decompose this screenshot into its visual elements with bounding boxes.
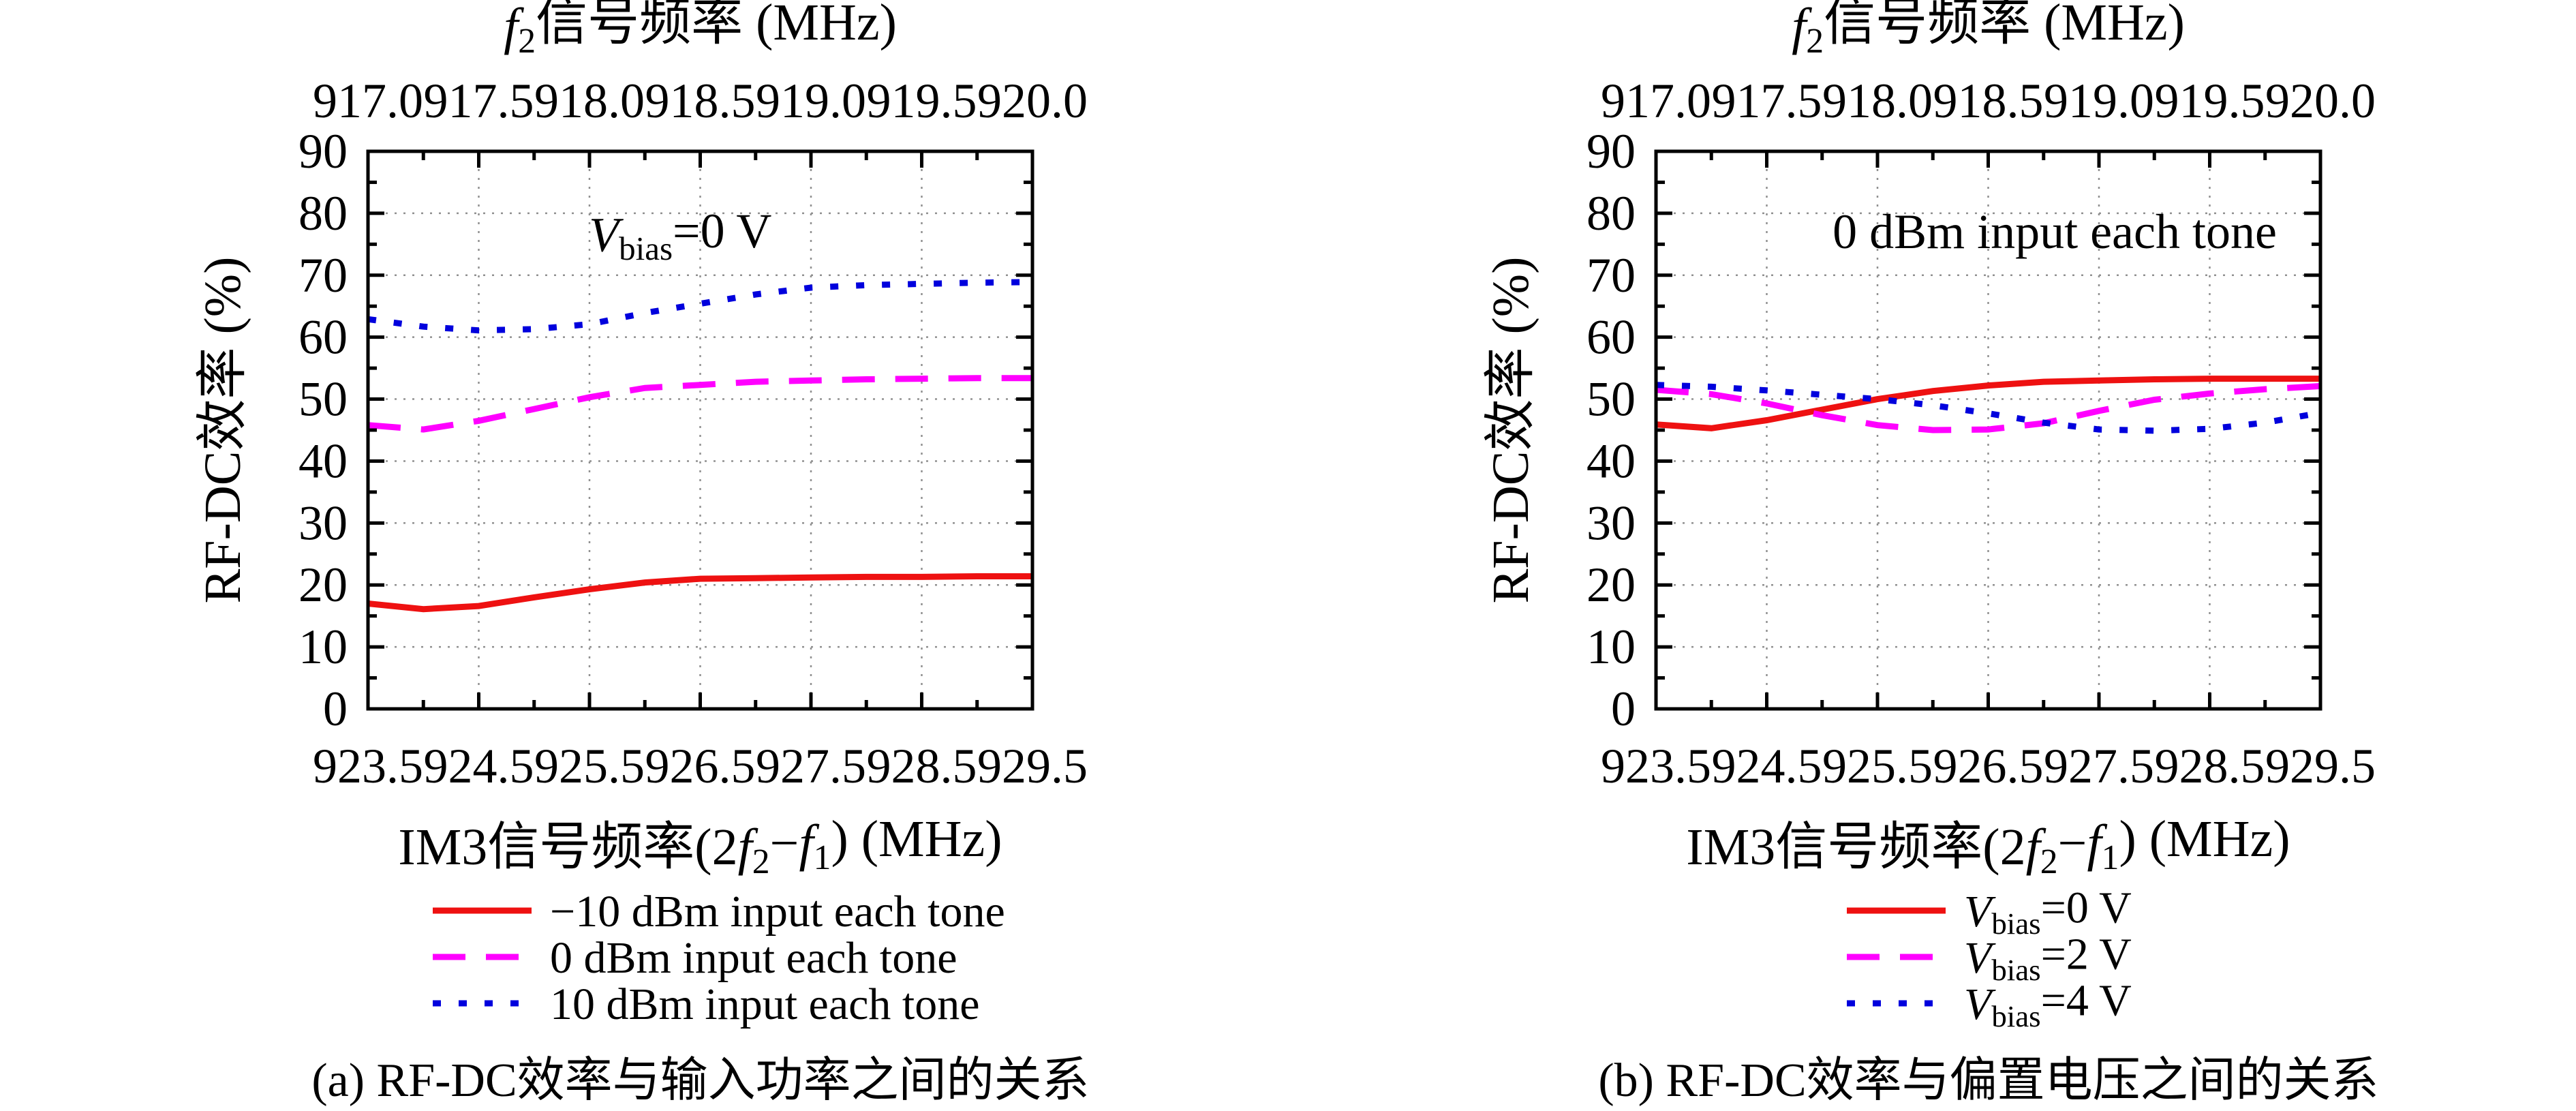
axis-ticks	[1654, 149, 2322, 711]
y-tick-label: 30	[1586, 496, 1636, 550]
y-tick-label: 60	[1586, 310, 1636, 365]
x-tick-label: 925.5	[534, 739, 645, 793]
x-tick-label: 923.5	[1601, 739, 1711, 793]
plot-annotation: 0 dBm input each tone	[1833, 204, 2277, 259]
x-tick-label: 926.5	[645, 739, 756, 793]
top-tick-label: 920.0	[977, 74, 1088, 128]
y-tick-label: 50	[298, 372, 348, 427]
y-tick-label: 40	[298, 433, 348, 488]
y-tick-label: 0	[1611, 682, 1636, 736]
y-tick-label: 60	[298, 310, 348, 365]
top-tick-label: 917.0	[1601, 74, 1711, 128]
y-tick-label: 70	[1586, 248, 1636, 303]
x-tick-label: 924.5	[424, 739, 534, 793]
y-tick-label: 30	[298, 496, 348, 550]
x-tick-label: 929.5	[2265, 739, 2376, 793]
y-tick-label: 90	[1586, 124, 1636, 179]
y-tick-label: 10	[298, 620, 348, 674]
series-line-2	[367, 279, 1033, 334]
y-tick-label: 10	[1586, 620, 1636, 674]
axis-ticks	[366, 149, 1034, 711]
y-tick-label: 90	[298, 124, 348, 179]
series-line-0	[1655, 376, 2320, 431]
x-tick-label: 927.5	[756, 739, 866, 793]
y-tick-label: 20	[298, 558, 348, 612]
legend-label-2: Vbias=4 V	[1964, 976, 2132, 1034]
top-tick-label: 918.5	[1933, 74, 2044, 128]
top-axis-title: f2信号频率 (MHz)	[504, 0, 897, 61]
x-axis-title: IM3信号频率(2f2−f1) (MHz)	[398, 810, 1002, 881]
top-tick-label: 918.0	[534, 74, 645, 128]
top-tick-label: 919.0	[756, 74, 866, 128]
y-tick-label: 0	[323, 682, 348, 736]
y-tick-label: 70	[298, 248, 348, 303]
x-tick-label: 924.5	[1712, 739, 1822, 793]
plot-annotation: Vbias=0 V	[589, 204, 771, 267]
y-tick-label: 80	[1586, 186, 1636, 241]
top-axis-title: f2信号频率 (MHz)	[1792, 0, 2185, 61]
top-tick-label: 918.5	[645, 74, 756, 128]
x-tick-label: 928.5	[867, 739, 977, 793]
chart-caption-b: (b) RF-DC效率与偏置电压之间的关系	[1598, 1054, 2378, 1107]
legend-label-2: 10 dBm input each tone	[550, 979, 980, 1029]
x-tick-label: 923.5	[313, 739, 423, 793]
x-axis-title: IM3信号频率(2f2−f1) (MHz)	[1686, 810, 2290, 881]
x-tick-label: 926.5	[1933, 739, 2044, 793]
top-tick-label: 919.5	[2155, 74, 2265, 128]
top-tick-label: 918.0	[1822, 74, 1933, 128]
y-axis-title: RF-DC效率 (%)	[194, 257, 251, 604]
top-tick-label: 919.5	[867, 74, 977, 128]
legend-label-1: 0 dBm input each tone	[550, 933, 957, 983]
x-tick-label: 925.5	[1822, 739, 1933, 793]
top-tick-label: 917.5	[1712, 74, 1822, 128]
x-tick-label: 928.5	[2155, 739, 2265, 793]
series-line-1	[367, 375, 1032, 433]
top-tick-label: 917.5	[424, 74, 534, 128]
top-tick-label: 920.0	[2265, 74, 2376, 128]
legend-label-0: −10 dBm input each tone	[550, 887, 1005, 937]
x-tick-label: 927.5	[2044, 739, 2154, 793]
top-tick-label: 917.0	[313, 74, 423, 128]
series-line-1	[1655, 383, 2321, 433]
legend-label-0: Vbias=0 V	[1964, 883, 2132, 941]
top-tick-label: 919.0	[2044, 74, 2154, 128]
y-tick-label: 80	[298, 186, 348, 241]
y-tick-label: 20	[1586, 558, 1636, 612]
y-tick-label: 40	[1586, 433, 1636, 488]
y-axis-title: RF-DC效率 (%)	[1482, 257, 1539, 604]
legend-label-1: Vbias=2 V	[1964, 930, 2132, 988]
series-line-0	[367, 573, 1032, 613]
chart-caption-a: (a) RF-DC效率与输入功率之间的关系	[311, 1054, 1089, 1107]
x-tick-label: 929.5	[977, 739, 1088, 793]
y-tick-label: 50	[1586, 372, 1636, 427]
series-line-2	[1655, 382, 2321, 434]
